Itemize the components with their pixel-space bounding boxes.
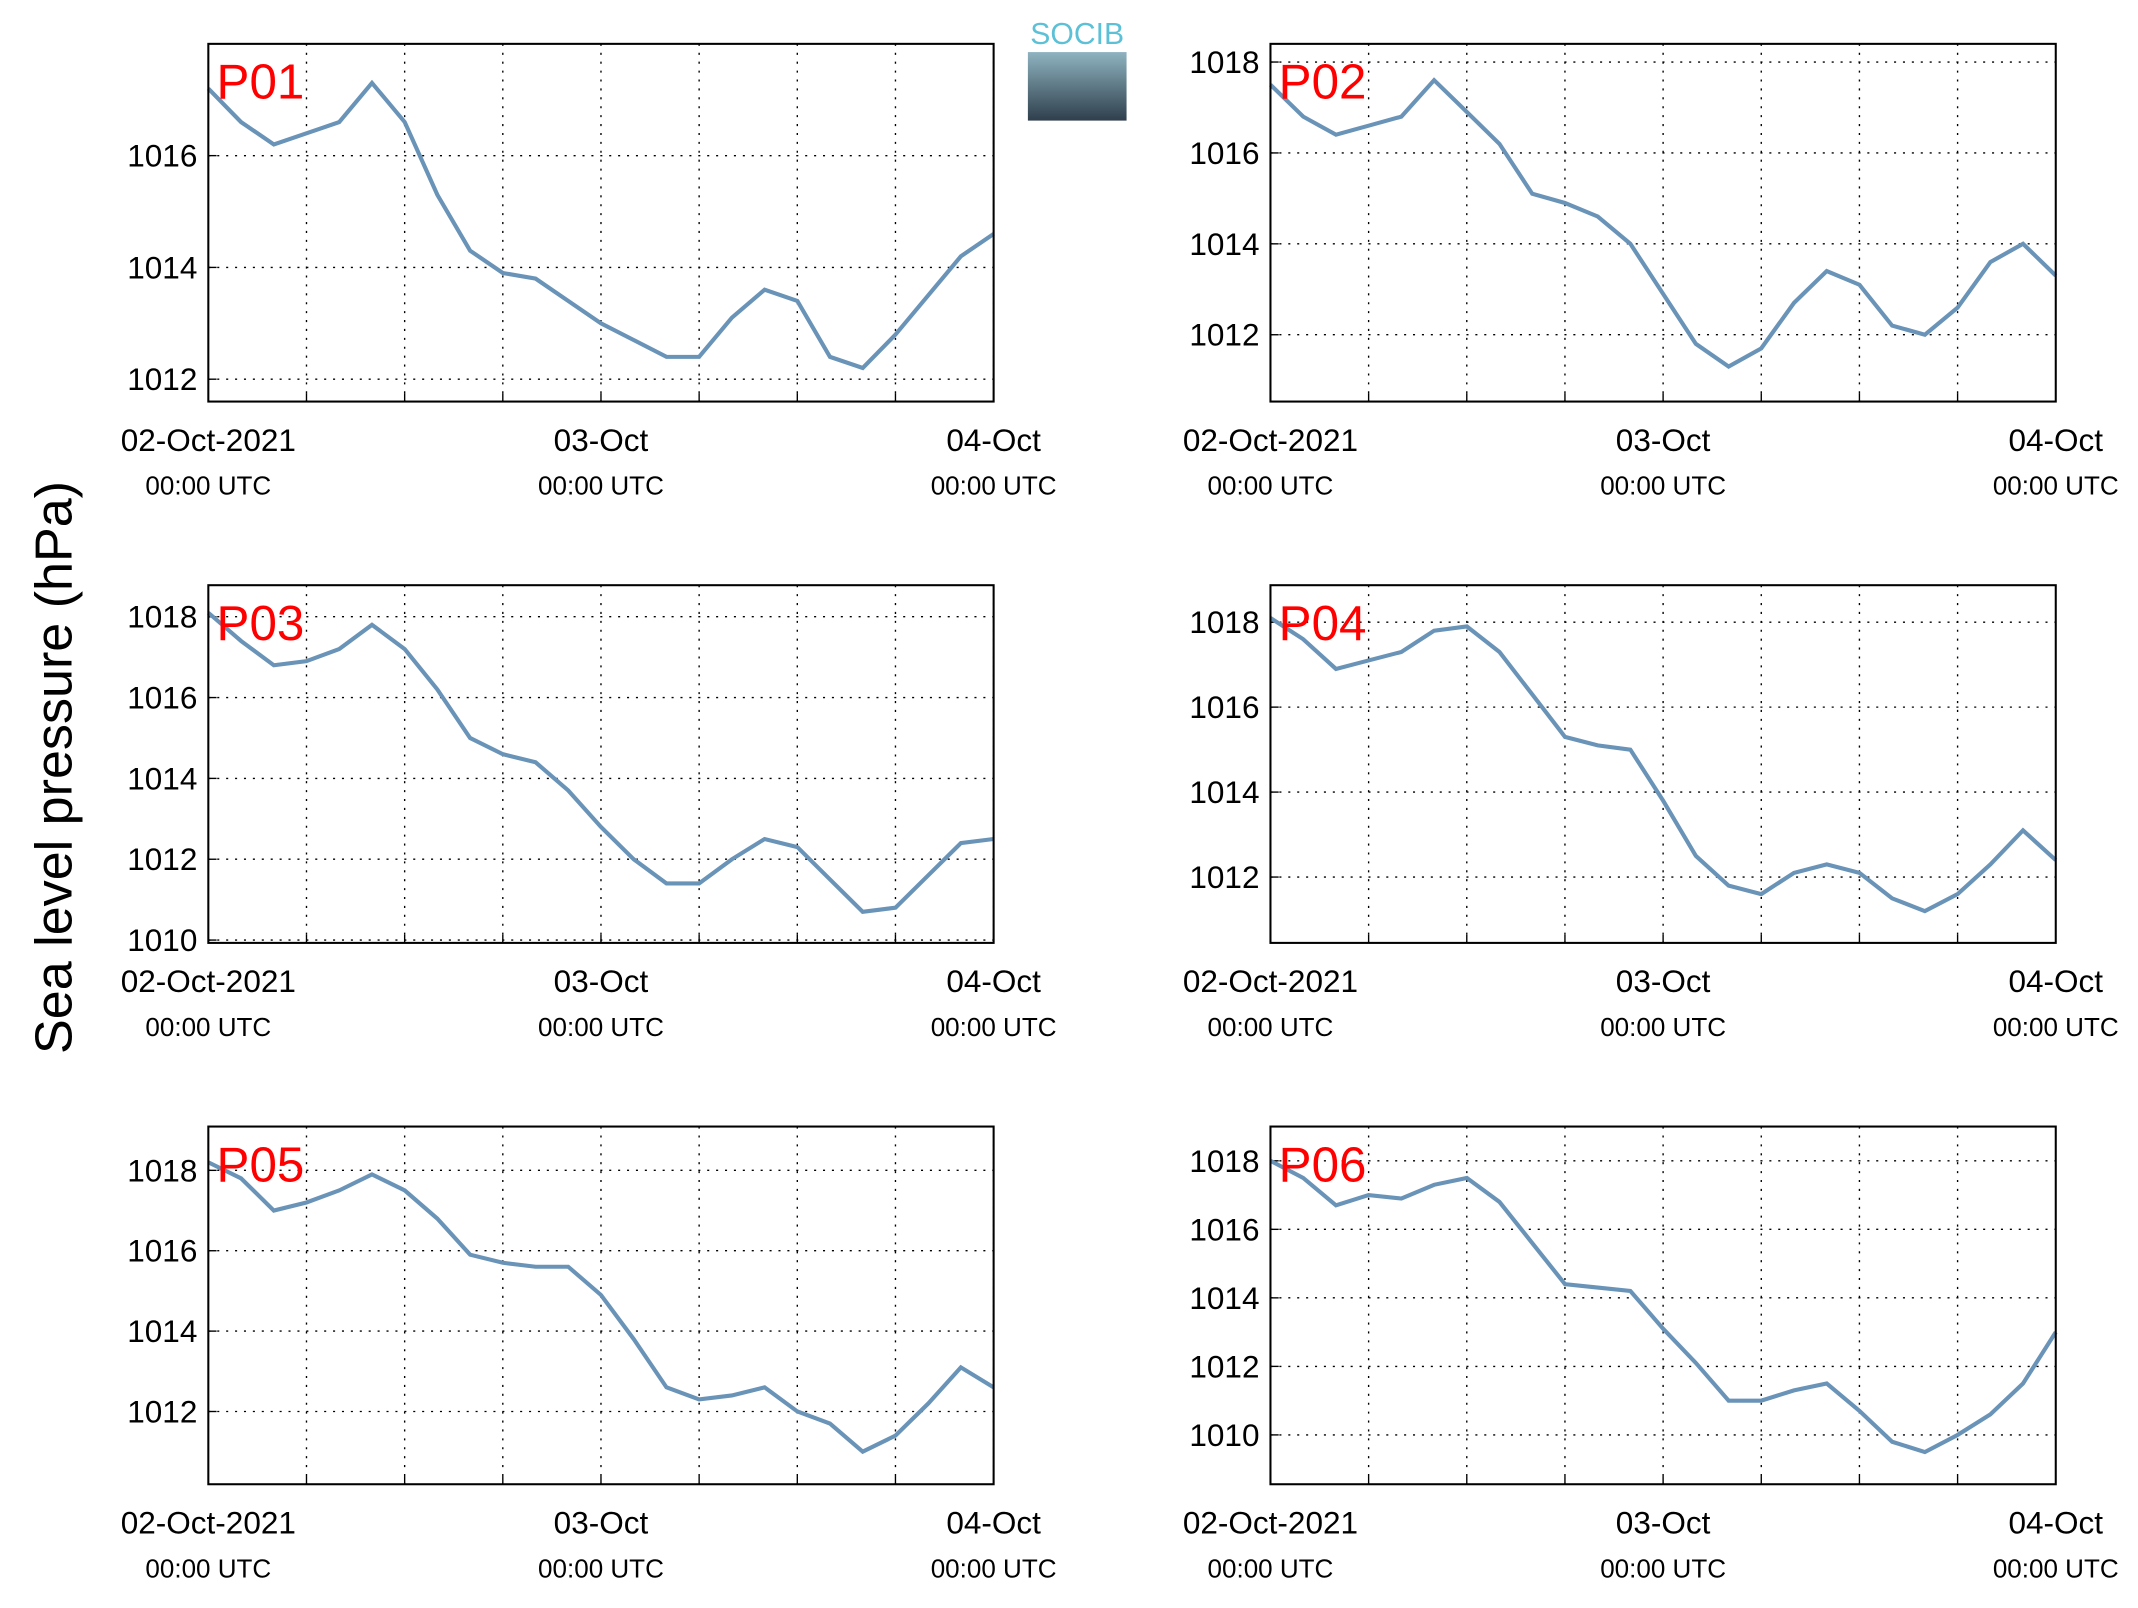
x-tick-sublabel: 00:00 UTC [931,1553,1057,1583]
x-tick-sublabel: 00:00 UTC [145,471,271,501]
x-tick-sublabel: 00:00 UTC [1600,1012,1726,1042]
x-tick-label: 02-Oct-2021 [1183,422,1358,458]
panel-title: P06 [1279,1137,1367,1192]
data-line [1269,616,2058,914]
x-tick-label: 04-Oct [2008,963,2103,999]
plot-frame [207,584,995,944]
x-tick-sublabel: 00:00 UTC [931,1012,1057,1042]
logo-box [1027,52,1127,121]
x-tick-label: 04-Oct [946,963,1041,999]
x-tick-sublabel: 00:00 UTC [931,471,1057,501]
x-tick-label: 03-Oct [554,963,649,999]
panel: 1010 1012 1014 1016 1018 02-Oct-2021 00:00 UTC… [121,584,1057,1042]
logo-text: SOCIB [1030,18,1124,51]
panel: 1012 1014 1016 1018 02-Oct-2021 00:00 UTC 03-O… [1183,584,2119,1042]
y-tick-label: 1018 [1189,1143,1259,1179]
x-tick-sublabel: 00:00 UTC [1993,1553,2119,1583]
x-tick-label: 03-Oct [1616,963,1711,999]
y-tick-label: 1012 [1189,317,1259,353]
x-tick-sublabel: 00:00 UTC [1600,1553,1726,1583]
x-tick-label: 03-Oct [554,422,649,458]
x-tick-sublabel: 00:00 UTC [538,471,664,501]
data-line [206,611,994,914]
y-tick-label: 1018 [1189,604,1259,640]
data-line [1269,77,2058,370]
y-tick-label: 1016 [127,680,197,716]
panel-title: P02 [1279,55,1367,110]
plot-frame [207,1125,995,1486]
y-tick-label: 1012 [1189,1348,1259,1384]
data-line [1269,1158,2058,1455]
x-tick-label: 02-Oct-2021 [121,422,296,458]
x-tick-sublabel: 00:00 UTC [1993,1012,2119,1042]
y-tick-label: 1012 [127,841,197,877]
panel: 1012 1014 1016 1018 02-Oct-2021 00:00 UTC 03-O… [1183,42,2119,501]
y-tick-label: 1016 [1189,135,1259,171]
x-tick-label: 04-Oct [946,1505,1041,1541]
y-tick-label: 1012 [127,361,197,397]
y-tick-label: 1014 [1189,226,1259,262]
x-tick-sublabel: 00:00 UTC [538,1553,664,1583]
x-tick-label: 04-Oct [2008,1505,2103,1541]
x-tick-sublabel: 00:00 UTC [1993,471,2119,501]
y-tick-label: 1014 [1189,1280,1259,1316]
y-tick-label: 1016 [1189,689,1259,725]
panel: 1012 1014 1016 02-Oct-2021 00:00 UTC 03-Oct 00… [121,42,1057,501]
x-tick-sublabel: 00:00 UTC [1600,471,1726,501]
plot-frame [1269,1125,2057,1486]
y-tick-label: 1010 [127,922,197,958]
y-tick-label: 1014 [127,1313,197,1349]
x-tick-sublabel: 00:00 UTC [1208,1553,1334,1583]
plot-frame [207,42,995,403]
panel-title: P03 [217,596,305,651]
x-tick-label: 02-Oct-2021 [1183,963,1358,999]
y-tick-label: 1016 [1189,1211,1259,1247]
panel-title: P04 [1279,596,1367,651]
x-tick-sublabel: 00:00 UTC [1208,1012,1334,1042]
x-tick-label: 02-Oct-2021 [121,1505,296,1541]
panel: 1012 1014 1016 1018 02-Oct-2021 00:00 UTC 03-O… [121,1125,1057,1583]
panel-title: P01 [217,55,305,110]
y-tick-label: 1014 [127,249,197,285]
x-tick-label: 04-Oct [946,422,1041,458]
y-tick-label: 1016 [127,138,197,174]
panel: 1010 1012 1014 1016 1018 02-Oct-2021 00:00 UTC… [1183,1125,2119,1583]
x-tick-label: 03-Oct [1616,422,1711,458]
x-tick-sublabel: 00:00 UTC [1208,471,1334,501]
y-tick-label: 1018 [127,1152,197,1188]
x-tick-label: 02-Oct-2021 [121,963,296,999]
y-axis-label: Sea level pressure (hPa) [25,481,83,1054]
panel-title: P05 [217,1137,305,1192]
plot-frame [1269,584,2057,944]
y-tick-label: 1014 [1189,774,1259,810]
y-tick-label: 1014 [127,760,197,796]
y-tick-label: 1018 [127,599,197,635]
x-tick-sublabel: 00:00 UTC [538,1012,664,1042]
data-line [207,1160,995,1455]
y-tick-label: 1012 [1189,859,1259,895]
plot-frame [1269,42,2057,403]
data-line [206,79,995,371]
x-tick-sublabel: 00:00 UTC [145,1012,271,1042]
x-tick-label: 04-Oct [2008,422,2103,458]
x-tick-label: 03-Oct [554,1505,649,1541]
x-tick-label: 02-Oct-2021 [1183,1505,1358,1541]
y-tick-label: 1010 [1189,1417,1259,1453]
y-tick-label: 1016 [127,1233,197,1269]
x-tick-sublabel: 00:00 UTC [145,1553,271,1583]
x-tick-label: 03-Oct [1616,1505,1711,1541]
y-tick-label: 1012 [127,1393,197,1429]
y-tick-label: 1018 [1189,44,1259,80]
